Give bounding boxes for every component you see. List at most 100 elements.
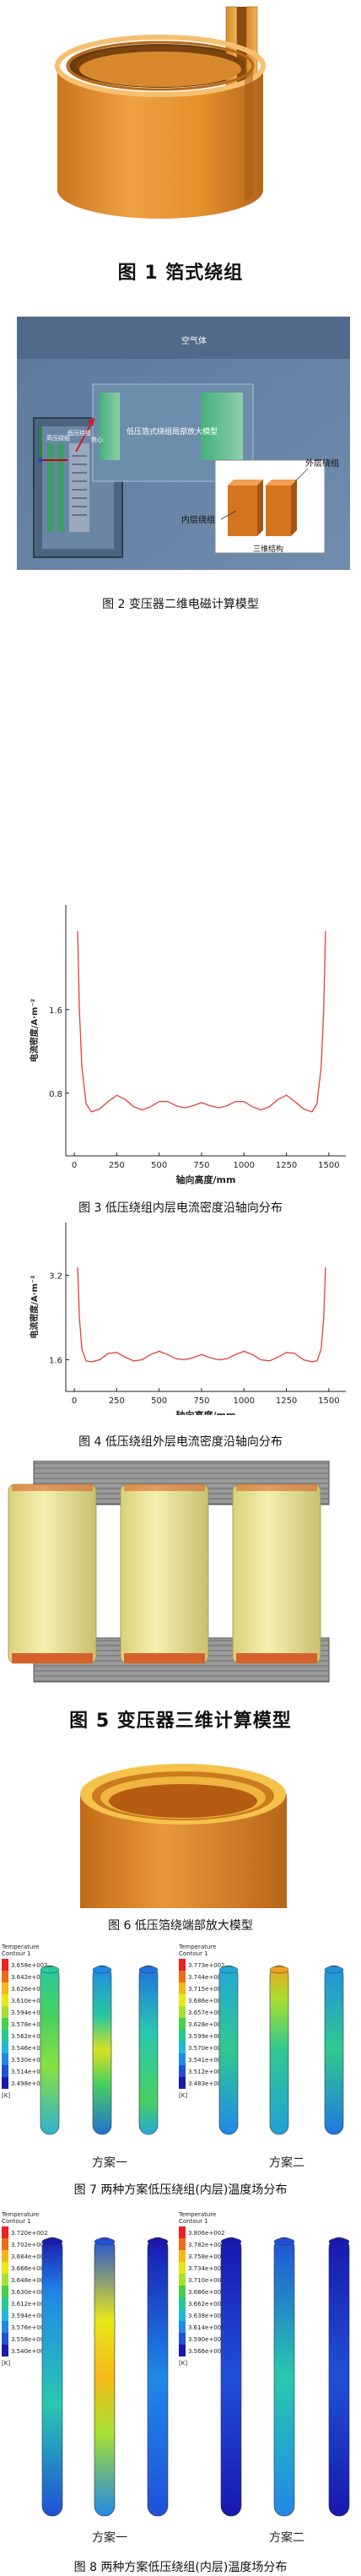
legend-value: 3.570e+002 bbox=[188, 2045, 225, 2052]
figure-3: 0 250 500 750 1000 1250 1500 0.8 1.6 轴向高度/mm 电流密度/… bbox=[0, 888, 361, 1192]
winding-column bbox=[40, 1965, 60, 2135]
legend-subtitle: Contour 1 bbox=[179, 1950, 208, 1957]
x-tick-label: 1500 bbox=[318, 1396, 339, 1406]
column-top bbox=[269, 1966, 289, 1974]
x-axis-label: 轴向高度/mm bbox=[176, 1174, 236, 1185]
legend-unit: [K] bbox=[2, 2092, 10, 2099]
x-tick-label: 500 bbox=[151, 1396, 167, 1406]
legend-value: 3.658e+002 bbox=[11, 1962, 48, 1969]
legend-swatch bbox=[2, 2274, 8, 2286]
legend-swatch bbox=[2, 2065, 8, 2077]
scheme-label: 方案二 bbox=[269, 2156, 304, 2170]
winding-column bbox=[94, 2237, 116, 2517]
x-tick-label: 1000 bbox=[234, 1396, 255, 1406]
legend-value: 3.648e+002 bbox=[11, 2277, 48, 2284]
legend-value: 3.512e+002 bbox=[188, 2069, 225, 2075]
figure-7: Temperature Contour 1 3.658e+002 3.642e+002… bbox=[0, 1940, 361, 2177]
legend-swatch bbox=[2, 1971, 8, 1982]
legend-value: 3.614e+002 bbox=[188, 2324, 225, 2331]
legend-value: 3.744e+002 bbox=[188, 1974, 225, 1981]
legend-value: 3.628e+002 bbox=[188, 2021, 225, 2028]
x-tick-label: 250 bbox=[109, 1161, 125, 1170]
legend-value: 3.710e+002 bbox=[188, 2277, 225, 2284]
figure-8-caption: 图 8 两种方案低压绕组(内层)温度场分布 bbox=[73, 2561, 288, 2574]
x-tick-label: 500 bbox=[151, 1161, 167, 1170]
foil-end-zoom-illustration bbox=[80, 1764, 287, 1908]
column-top bbox=[328, 2237, 350, 2246]
y-tick-label: 3.2 bbox=[49, 1272, 62, 1282]
figure-4: 0 250 500 750 1000 1250 1500 1.6 3.2 轴向高度/mm 电流密度/… bbox=[0, 1223, 361, 1421]
legend-swatch bbox=[179, 1982, 186, 1994]
winding-column bbox=[218, 1965, 239, 2135]
legend-value: 3.562e+002 bbox=[11, 2033, 48, 2040]
figure-8: Temperature Contour 1 3.720e+002 3.702e+002… bbox=[0, 2211, 361, 2554]
column-top bbox=[273, 2237, 295, 2246]
legend-value: 3.782e+002 bbox=[188, 2242, 225, 2248]
figure-4-chart: 0 250 500 750 1000 1250 1500 1.6 3.2 轴向高度/mm 电流密度/… bbox=[29, 1223, 346, 1421]
winding-column bbox=[324, 1965, 344, 2135]
stepped-label: 三维结构 bbox=[253, 544, 283, 554]
legend-value: 3.773e+002 bbox=[188, 1962, 225, 1969]
legend-value: 3.702e+002 bbox=[11, 2242, 48, 2248]
figure-2: 空气体 低压箔式绕组局部放大模型 外层绕组 内层绕组 三维结构 高压绕组 低压绕… bbox=[0, 317, 361, 578]
legend-subtitle: Contour 1 bbox=[2, 2218, 31, 2225]
column-top bbox=[40, 1966, 60, 1974]
legend-swatch bbox=[179, 1994, 186, 2006]
legend-value: 3.734e+002 bbox=[188, 2265, 225, 2272]
legend-value: 3.686e+002 bbox=[188, 2289, 225, 2296]
legend-value: 3.642e+002 bbox=[11, 1974, 48, 1981]
legend-value: 3.715e+002 bbox=[188, 1986, 225, 1993]
column-top bbox=[220, 2237, 242, 2246]
legend-swatch bbox=[2, 2286, 8, 2297]
x-tick-label: 250 bbox=[109, 1396, 125, 1406]
x-tick-label: 750 bbox=[193, 1161, 209, 1170]
three-d-transformer-illustration bbox=[8, 1460, 330, 1683]
winding-column bbox=[92, 1965, 112, 2135]
legend-swatch bbox=[179, 1971, 186, 1982]
legend-subtitle: Contour 1 bbox=[179, 2218, 208, 2225]
winding-column bbox=[41, 2237, 63, 2517]
legend-value: 3.657e+002 bbox=[188, 2009, 225, 2016]
zoom-label: 低压箔式绕组局部放大模型 bbox=[127, 426, 218, 437]
column-top bbox=[41, 2237, 63, 2246]
legend-value: 3.566e+002 bbox=[188, 2348, 225, 2355]
legend-swatch bbox=[2, 2030, 8, 2042]
legend-swatch bbox=[179, 2274, 186, 2286]
scheme-label: 方案二 bbox=[269, 2530, 304, 2545]
column-top bbox=[147, 2237, 169, 2246]
legend-swatch bbox=[179, 2006, 186, 2018]
figure-1 bbox=[0, 0, 361, 253]
y-tick-label: 0.8 bbox=[49, 1090, 62, 1099]
figure-2-caption: 图 2 变压器二维电磁计算模型 bbox=[102, 598, 259, 611]
legend-subtitle: Contour 1 bbox=[2, 1950, 31, 1957]
figure-6 bbox=[0, 1752, 361, 1908]
legend-value: 3.594e+002 bbox=[11, 2009, 48, 2016]
legend-title: Temperature bbox=[1, 2212, 39, 2218]
legend-value: 3.684e+002 bbox=[11, 2253, 48, 2260]
legend-value: 3.599e+002 bbox=[188, 2033, 225, 2040]
x-tick-label: 1500 bbox=[318, 1161, 339, 1170]
legend-value: 3.612e+002 bbox=[11, 2301, 48, 2308]
winding-column bbox=[220, 2237, 242, 2517]
y-axis-label: 电流密度/A·m⁻² bbox=[29, 1275, 40, 1338]
legend-swatch bbox=[179, 2297, 186, 2309]
legend-value: 3.558e+002 bbox=[11, 2336, 48, 2343]
legend-value: 3.578e+002 bbox=[11, 2021, 48, 2028]
legend-value: 3.576e+002 bbox=[11, 2324, 48, 2331]
legend-swatch bbox=[2, 1959, 8, 1971]
legend-value: 3.546e+002 bbox=[11, 2045, 48, 2052]
legend-swatch bbox=[179, 2250, 186, 2262]
y-tick-label: 1.6 bbox=[49, 1006, 62, 1016]
legend-value: 3.666e+002 bbox=[11, 2265, 48, 2272]
x-axis-label: 轴向高度/mm bbox=[176, 1409, 236, 1415]
legend-swatch bbox=[179, 2030, 186, 2042]
legend-swatch bbox=[2, 1982, 8, 1994]
legend-swatch bbox=[179, 2262, 186, 2274]
legend-swatch bbox=[2, 2042, 8, 2053]
winding-column bbox=[147, 2237, 169, 2517]
winding-column bbox=[269, 1965, 289, 2135]
